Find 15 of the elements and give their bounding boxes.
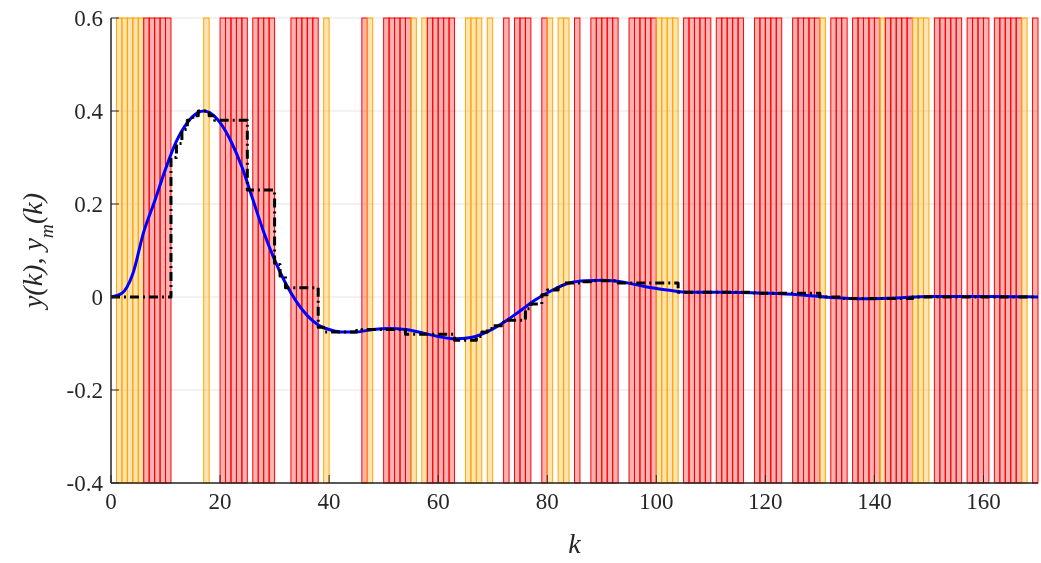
- y-tick-label: 0: [91, 285, 103, 311]
- x-tick-label: 120: [748, 489, 783, 514]
- y-tick-label: -0.4: [66, 471, 104, 497]
- x-tick-label: 20: [208, 489, 232, 514]
- x-tick-label: 140: [857, 489, 892, 514]
- y-tick-label: -0.2: [66, 378, 103, 404]
- y-tick-label: 0.6: [74, 6, 103, 32]
- y-tick-label: 0.2: [74, 192, 103, 218]
- x-tick-label: 40: [317, 489, 341, 514]
- x-tick-label: 60: [426, 489, 450, 514]
- x-tick-label: 100: [639, 489, 674, 514]
- x-axis-title: k: [568, 528, 582, 559]
- x-tick-label: 80: [535, 489, 559, 514]
- x-tick-label: 160: [966, 489, 1001, 514]
- y-tick-label: 0.4: [74, 99, 104, 125]
